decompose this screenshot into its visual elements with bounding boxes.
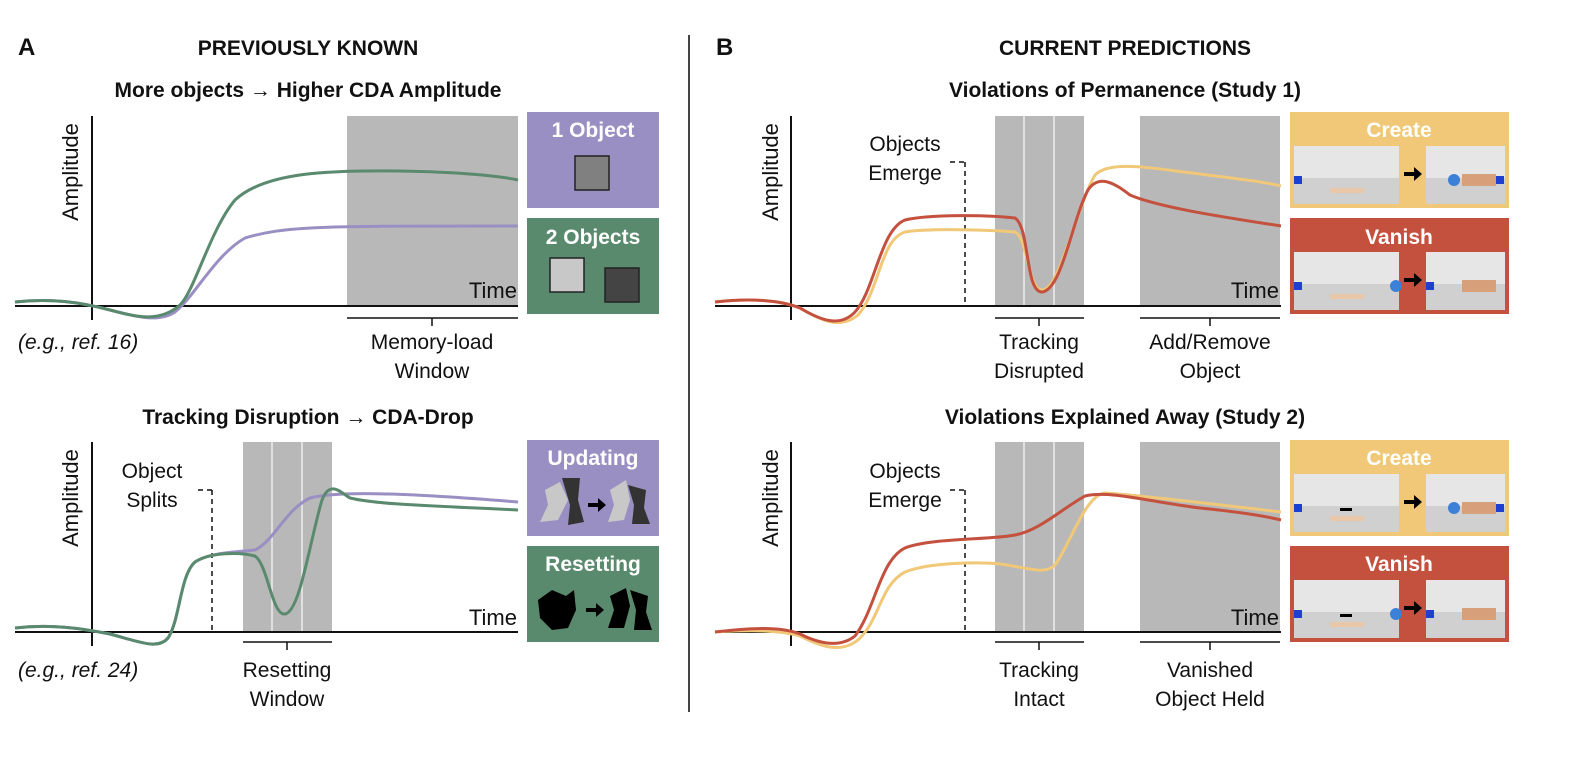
window-label-line2: Window xyxy=(395,360,471,383)
event-label-line2: Emerge xyxy=(868,489,942,512)
window2-label-line1: Add/Remove xyxy=(1149,331,1270,354)
vanish-curve xyxy=(714,179,1282,323)
event-label-line1: Objects xyxy=(869,133,940,156)
panel-b-bottom-title: Violations Explained Away (Study 2) xyxy=(945,406,1305,429)
vanished-object-window-region xyxy=(1140,442,1280,632)
panel-a-bottom-title: Tracking Disruption → CDA-Drop xyxy=(142,406,473,429)
window-label-line1: Memory-load xyxy=(371,331,494,354)
single-square-icon xyxy=(574,155,610,191)
memory-load-window-region xyxy=(347,116,518,306)
x-axis-label: Time xyxy=(469,278,517,303)
panel-a: A PREVIOUSLY KNOWN More objects → Higher… xyxy=(14,34,659,711)
arrow-icon xyxy=(1404,495,1422,509)
event-label-line2: Emerge xyxy=(868,162,942,185)
event-label-line2: Splits xyxy=(126,489,177,512)
panel-b-top-title: Violations of Permanence (Study 1) xyxy=(949,79,1301,102)
resetting-shapes-icon xyxy=(538,588,652,630)
window2-label-line2: Object Held xyxy=(1155,688,1265,711)
panel-b: B CURRENT PREDICTIONS Violations of Perm… xyxy=(714,34,1509,711)
arrow-icon xyxy=(1404,273,1422,287)
legend-vanish-box: Vanish xyxy=(1290,218,1509,314)
arrow-icon xyxy=(1404,601,1422,615)
window2-label-line2: Object xyxy=(1180,360,1241,383)
legend-create-label: Create xyxy=(1366,447,1431,470)
legend-one-object-label: 1 Object xyxy=(552,119,635,142)
y-axis-label: Amplitude xyxy=(758,449,783,547)
panel-a-top-plot: More objects → Higher CDA Amplitude Ampl… xyxy=(14,79,659,383)
legend-resetting-label: Resetting xyxy=(545,553,641,576)
panel-a-bottom-plot: Tracking Disruption → CDA-Drop Amplitude… xyxy=(14,406,659,711)
event-label-line1: Objects xyxy=(869,460,940,483)
x-axis-label: Time xyxy=(1231,278,1279,303)
legend-vanish-box: Vanish xyxy=(1290,546,1509,642)
dark-square-icon xyxy=(604,267,640,303)
panel-b-letter: B xyxy=(716,34,733,61)
citation: (e.g., ref. 24) xyxy=(18,659,138,682)
window1-label-line2: Disrupted xyxy=(994,360,1084,383)
legend-create-box: Create xyxy=(1290,440,1509,536)
window-label-line1: Resetting xyxy=(243,659,332,682)
legend-updating-label: Updating xyxy=(548,447,639,470)
legend-vanish-label: Vanish xyxy=(1365,226,1433,249)
panel-a-heading: PREVIOUSLY KNOWN xyxy=(198,37,419,60)
x-axis-label: Time xyxy=(469,605,517,630)
add-remove-window-region xyxy=(1140,116,1280,306)
updating-shapes-icon xyxy=(540,478,650,525)
legend-two-objects-label: 2 Objects xyxy=(546,226,641,249)
window1-label-line1: Tracking xyxy=(999,331,1079,354)
window1-label-line1: Tracking xyxy=(999,659,1079,682)
panel-a-top-title: More objects → Higher CDA Amplitude xyxy=(115,79,502,102)
two-objects-curve xyxy=(14,169,519,319)
x-axis-label: Time xyxy=(1231,605,1279,630)
window-label-line2: Window xyxy=(250,688,326,711)
vanish-curve xyxy=(714,492,1282,645)
resetting-curve xyxy=(14,487,519,646)
arrow-icon xyxy=(1404,167,1422,181)
legend-create-box: Create xyxy=(1290,112,1509,208)
panel-b-heading: CURRENT PREDICTIONS xyxy=(999,37,1251,60)
y-axis-label: Amplitude xyxy=(58,449,83,547)
legend-vanish-label: Vanish xyxy=(1365,553,1433,576)
light-square-icon xyxy=(549,257,585,293)
resetting-window-region xyxy=(243,442,332,632)
window1-label-line2: Intact xyxy=(1013,688,1065,711)
panel-a-letter: A xyxy=(18,34,35,61)
panel-b-bottom-plot: Violations Explained Away (Study 2) Ampl… xyxy=(714,406,1509,711)
panel-b-top-plot: Violations of Permanence (Study 1) Ampli… xyxy=(714,79,1509,383)
legend-create-label: Create xyxy=(1366,119,1431,142)
y-axis-label: Amplitude xyxy=(58,123,83,221)
window2-label-line1: Vanished xyxy=(1167,659,1253,682)
y-axis-label: Amplitude xyxy=(758,123,783,221)
tracking-window-region xyxy=(995,116,1084,306)
event-label-line1: Object xyxy=(122,460,183,483)
citation: (e.g., ref. 16) xyxy=(18,331,138,354)
